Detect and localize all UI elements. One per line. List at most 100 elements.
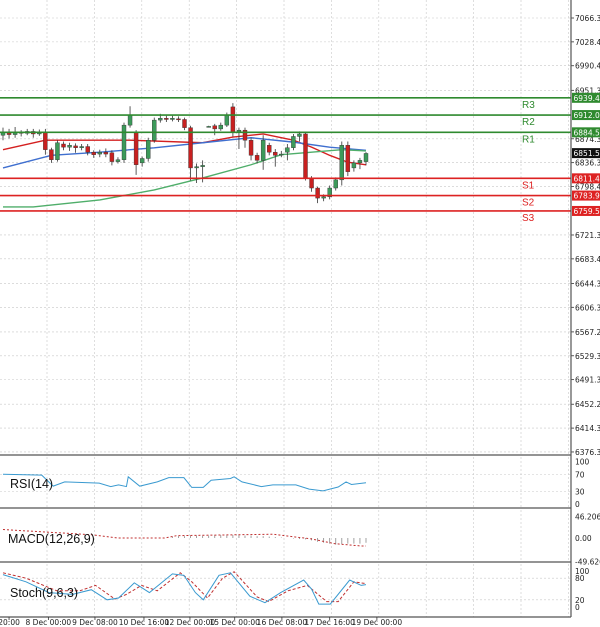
candle <box>145 137 151 162</box>
candle <box>182 117 187 131</box>
price-tick-label: 7066.35 <box>575 14 600 23</box>
candle-body <box>339 145 344 181</box>
candle-body <box>345 145 351 172</box>
candle-body <box>267 145 272 153</box>
moving-average-line-1 <box>2 133 367 166</box>
candle <box>273 149 278 167</box>
time-tick-label: 9 Dec 08:00 <box>72 618 118 627</box>
rsi-tick-label: 70 <box>575 470 585 479</box>
candle <box>31 128 36 138</box>
candle <box>176 116 181 122</box>
candle-body <box>230 106 236 133</box>
level-label-s3: S3 <box>522 213 535 224</box>
candle-body <box>182 119 187 128</box>
level-price-tag-label: 6759.55 <box>574 207 600 216</box>
candle <box>345 141 351 177</box>
candle-body <box>127 114 133 126</box>
candle-body <box>79 146 84 148</box>
candle-body <box>49 149 54 160</box>
stoch-k-line <box>2 572 367 605</box>
level-label-r2: R2 <box>522 117 535 128</box>
candle <box>18 130 24 137</box>
candle <box>357 157 363 170</box>
price-panel[interactable]: R3 R2 R1 S1 S2 S3 <box>0 97 571 224</box>
candle <box>109 150 115 166</box>
candle-body <box>170 118 175 120</box>
stoch-tick-label: 80 <box>575 574 585 583</box>
candle-body <box>67 145 72 148</box>
candle-body <box>285 147 290 153</box>
level-label-r1: R1 <box>522 134 535 145</box>
level-price-tag-label: 6811.42 <box>574 174 600 183</box>
candle <box>218 122 224 131</box>
candle-body <box>194 166 199 169</box>
rsi-panel[interactable]: RSI(14) <box>0 473 571 492</box>
candle-body <box>351 162 357 169</box>
candle-body <box>206 126 211 128</box>
candle-body <box>303 133 308 179</box>
time-tick-label: 19 Dec 00:00 <box>352 618 403 627</box>
macd-tick-label: 46.206 <box>575 512 600 521</box>
macd-signal-line <box>2 529 366 547</box>
candle-body <box>133 132 139 165</box>
candle-body <box>315 187 320 199</box>
price-tick-label: 6721.35 <box>575 231 600 240</box>
candle-body <box>152 119 157 141</box>
candle <box>6 128 12 139</box>
level-label-s1: S1 <box>522 180 535 191</box>
level-price-tag-label: 6783.99 <box>574 192 600 201</box>
candle <box>49 147 54 163</box>
price-tick-label: 6376.35 <box>575 448 600 457</box>
stoch-d-line <box>2 571 367 603</box>
candle-body <box>85 146 90 153</box>
price-tick-label: 6990.45 <box>575 62 600 71</box>
candle <box>363 152 369 166</box>
candle-body <box>218 124 224 130</box>
price-tick-label: 6644.30 <box>575 279 600 288</box>
candle-body <box>43 132 48 150</box>
candle-body <box>188 127 193 169</box>
macd-tick-label: 0.00 <box>575 534 592 543</box>
candle-body <box>242 129 248 141</box>
rsi-label: RSI(14) <box>10 477 53 491</box>
candle <box>79 144 84 151</box>
candle-body <box>297 133 302 137</box>
candle <box>164 115 169 122</box>
candle <box>230 103 236 137</box>
price-tick-label: 6606.35 <box>575 303 600 312</box>
candle-body <box>164 118 169 120</box>
candle <box>127 106 133 128</box>
rsi-tick-label: 30 <box>575 487 585 496</box>
time-tick-label: 16 Dec 08:00 <box>257 618 308 627</box>
candle <box>121 122 127 163</box>
candle <box>0 127 6 141</box>
moving-average-line-2 <box>2 137 367 169</box>
level-price-tag <box>572 110 600 121</box>
candle-body <box>248 140 254 156</box>
price-tick-label: 6567.25 <box>575 328 600 337</box>
price-tick-label: 6452.25 <box>575 400 600 409</box>
candle-body <box>97 151 103 155</box>
candle <box>291 133 296 151</box>
candle-body <box>139 158 145 164</box>
macd-panel[interactable]: MACD(12,26,9) <box>2 529 367 547</box>
candle <box>333 177 338 191</box>
candle-body <box>115 159 121 162</box>
candle <box>279 150 284 158</box>
candle-body <box>279 153 284 156</box>
candle <box>103 148 109 158</box>
stoch-tick-label: 0 <box>575 603 580 612</box>
level-price-tag <box>572 92 600 103</box>
candle-body <box>176 118 181 121</box>
time-tick-label: 20:00 <box>0 618 20 627</box>
candle <box>55 140 60 162</box>
candle-body <box>309 177 314 189</box>
level-price-tag <box>572 127 600 138</box>
price-tick-label: 6529.30 <box>575 352 600 361</box>
candle <box>170 115 175 122</box>
time-tick-label: 12 Dec 00:00 <box>165 618 216 627</box>
stoch-panel[interactable]: Stoch(9,6,3) <box>0 571 571 605</box>
candle <box>206 125 211 128</box>
moving-average-line-3 <box>3 148 367 208</box>
